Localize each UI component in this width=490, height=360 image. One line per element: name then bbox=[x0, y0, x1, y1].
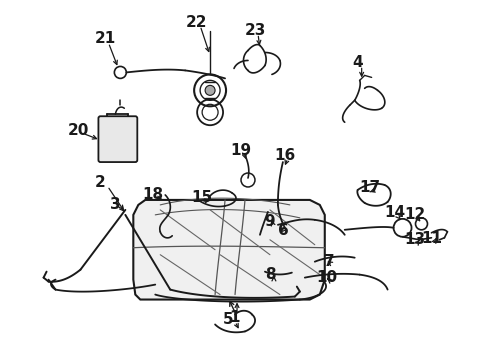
Text: 14: 14 bbox=[384, 205, 405, 220]
Circle shape bbox=[205, 85, 215, 95]
Text: 20: 20 bbox=[68, 123, 89, 138]
Text: 18: 18 bbox=[143, 188, 164, 202]
Text: 5: 5 bbox=[223, 312, 233, 327]
Polygon shape bbox=[133, 200, 325, 300]
Text: 21: 21 bbox=[95, 31, 116, 46]
Text: 17: 17 bbox=[359, 180, 380, 195]
Text: 11: 11 bbox=[421, 231, 442, 246]
Text: 12: 12 bbox=[404, 207, 425, 222]
Text: 4: 4 bbox=[352, 55, 363, 70]
Text: 7: 7 bbox=[324, 254, 335, 269]
Text: 15: 15 bbox=[192, 190, 213, 206]
Text: 6: 6 bbox=[277, 223, 288, 238]
Text: 9: 9 bbox=[265, 214, 275, 229]
Text: 23: 23 bbox=[245, 23, 266, 38]
Text: 2: 2 bbox=[95, 175, 106, 190]
Circle shape bbox=[285, 237, 305, 257]
Text: 10: 10 bbox=[316, 270, 337, 285]
Text: 8: 8 bbox=[266, 267, 276, 282]
Text: 1: 1 bbox=[230, 310, 240, 325]
Circle shape bbox=[165, 237, 185, 257]
Text: 22: 22 bbox=[185, 15, 207, 30]
Circle shape bbox=[227, 240, 243, 256]
Text: 19: 19 bbox=[230, 143, 251, 158]
FancyBboxPatch shape bbox=[98, 116, 137, 162]
Text: 13: 13 bbox=[404, 232, 425, 247]
Text: 16: 16 bbox=[274, 148, 295, 163]
Text: 3: 3 bbox=[110, 197, 121, 212]
